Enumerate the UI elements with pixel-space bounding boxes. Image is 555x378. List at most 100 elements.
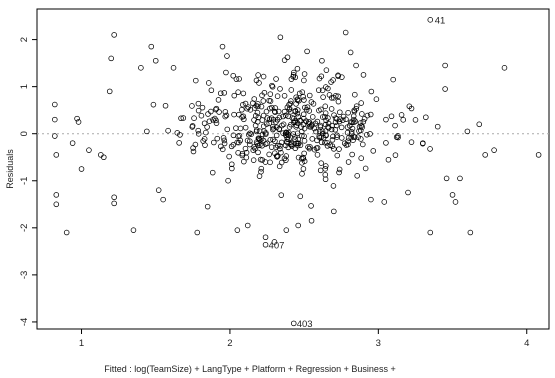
data-point — [211, 139, 217, 146]
data-point — [325, 85, 331, 92]
data-point — [270, 123, 276, 130]
data-point — [349, 125, 356, 132]
data-point — [246, 131, 252, 138]
data-point — [311, 125, 318, 132]
data-point — [258, 165, 265, 172]
data-point — [290, 320, 297, 327]
data-point — [346, 122, 353, 129]
data-point — [53, 201, 60, 208]
data-point — [442, 62, 448, 69]
data-point — [212, 115, 218, 122]
data-point — [358, 155, 364, 161]
data-point — [255, 101, 261, 107]
data-point — [501, 65, 508, 71]
data-point — [266, 120, 272, 127]
data-point — [340, 113, 347, 120]
data-point — [318, 160, 324, 166]
data-point — [294, 107, 301, 113]
y-tick-label: -2 — [19, 224, 30, 232]
data-point — [317, 124, 324, 130]
data-point — [408, 105, 415, 112]
data-point — [273, 132, 280, 139]
data-point — [280, 130, 286, 136]
data-point — [74, 115, 80, 122]
data-point — [393, 134, 400, 140]
data-point — [152, 57, 159, 64]
data-point — [345, 109, 351, 116]
data-point — [467, 229, 474, 236]
data-point — [208, 87, 215, 94]
data-point — [258, 103, 265, 110]
data-point — [190, 148, 197, 155]
data-point — [317, 167, 324, 174]
data-point — [335, 98, 342, 105]
data-point — [296, 98, 302, 104]
data-point — [339, 117, 346, 123]
data-point — [323, 67, 330, 73]
data-point — [327, 142, 334, 148]
data-point — [262, 241, 269, 248]
data-point — [312, 120, 319, 127]
data-point — [243, 149, 250, 156]
data-point — [328, 126, 335, 133]
data-point — [288, 121, 294, 128]
data-point — [322, 110, 329, 116]
data-point — [300, 111, 307, 118]
data-point — [273, 144, 279, 151]
data-point — [272, 105, 279, 111]
data-point — [301, 125, 308, 132]
plot-frame — [36, 8, 550, 330]
data-point — [535, 152, 542, 158]
data-point — [277, 34, 284, 41]
data-point — [268, 144, 275, 150]
data-point — [336, 166, 343, 173]
data-point — [230, 72, 237, 79]
y-axis: 2 1 0 -1 -2 -3 -4 — [19, 37, 37, 326]
data-point — [311, 146, 318, 153]
outlier-label: 41 — [435, 15, 446, 26]
data-point — [263, 121, 270, 127]
data-point — [224, 53, 230, 59]
data-point — [303, 106, 310, 113]
data-point — [297, 117, 303, 124]
data-point — [336, 146, 342, 152]
data-point — [294, 142, 301, 149]
data-point — [350, 119, 357, 126]
data-point — [281, 57, 288, 63]
x-tick-label: 1 — [79, 338, 84, 349]
data-point — [354, 173, 360, 179]
data-point — [256, 173, 263, 179]
data-point — [255, 72, 261, 78]
data-point — [193, 77, 199, 84]
data-point — [304, 48, 310, 55]
data-point — [216, 109, 222, 115]
data-point — [360, 118, 367, 125]
data-point — [52, 116, 58, 123]
data-point — [281, 93, 288, 99]
data-point — [319, 87, 326, 94]
data-point — [228, 143, 235, 150]
data-point — [284, 136, 291, 143]
data-point — [240, 101, 246, 108]
data-point — [301, 97, 307, 103]
data-point — [221, 140, 228, 147]
data-point — [345, 159, 352, 165]
data-point — [272, 150, 278, 156]
data-point — [322, 103, 329, 110]
data-point — [259, 142, 265, 149]
data-point — [301, 71, 308, 77]
data-point — [233, 125, 239, 131]
data-point — [294, 65, 301, 72]
data-point — [349, 151, 355, 158]
data-point — [342, 29, 349, 36]
data-point — [236, 76, 242, 82]
data-point — [289, 143, 295, 149]
x-tick-label: 2 — [227, 338, 232, 349]
data-point — [111, 200, 117, 207]
data-point — [210, 117, 216, 123]
data-point — [300, 93, 306, 100]
data-point — [306, 108, 313, 114]
data-point — [244, 105, 251, 112]
data-point — [296, 90, 303, 97]
data-point — [201, 120, 208, 127]
